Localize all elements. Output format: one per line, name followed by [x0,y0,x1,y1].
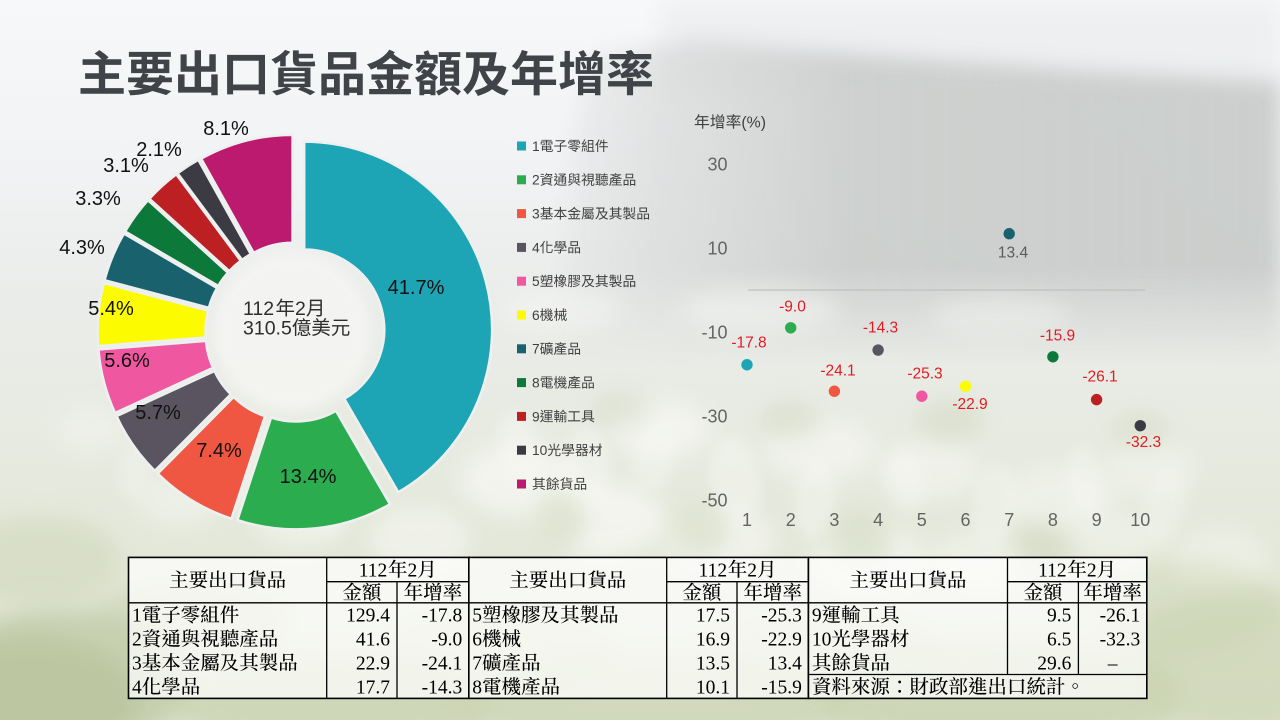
svg-text:13.4: 13.4 [998,244,1029,261]
svg-text:-14.3: -14.3 [863,319,898,336]
svg-text:-25.3: -25.3 [907,365,942,382]
svg-text:4: 4 [873,510,883,530]
svg-text:7: 7 [472,654,482,675]
svg-text:41.7%: 41.7% [388,277,445,299]
svg-text:-22.9: -22.9 [761,630,802,651]
svg-text:2: 2 [532,173,540,188]
svg-text:-50: -50 [701,490,727,510]
svg-text:2: 2 [295,298,306,320]
svg-text:129.4: 129.4 [346,606,390,627]
svg-text:3.3%: 3.3% [75,188,121,210]
svg-text:-30: -30 [701,406,727,426]
svg-text:9: 9 [532,409,540,424]
svg-text:10: 10 [1130,510,1150,530]
svg-text:-26.1: -26.1 [1100,606,1141,627]
svg-text:10.1: 10.1 [696,677,730,698]
svg-text:9: 9 [812,606,822,627]
svg-text:-10: -10 [701,322,727,342]
svg-text:30: 30 [707,154,727,174]
svg-text:2.1%: 2.1% [136,139,182,161]
svg-text:3: 3 [829,510,839,530]
svg-text:22.9: 22.9 [356,654,390,675]
svg-text:10: 10 [532,443,548,458]
svg-text:-14.3: -14.3 [422,677,463,698]
svg-text:8: 8 [1048,510,1058,530]
svg-text:-22.9: -22.9 [952,396,987,413]
svg-text:16.9: 16.9 [696,630,730,651]
svg-text:2: 2 [1087,560,1097,581]
svg-text:5: 5 [532,274,540,289]
svg-text:5.4%: 5.4% [88,298,134,320]
svg-text:2: 2 [132,630,142,651]
svg-text:8: 8 [532,376,540,391]
svg-text:2: 2 [747,560,757,581]
svg-text:17.7: 17.7 [356,677,390,698]
svg-text:-25.3: -25.3 [761,606,802,627]
svg-text:5: 5 [472,606,482,627]
svg-text:112: 112 [1038,560,1067,581]
svg-text:-24.1: -24.1 [422,654,463,675]
svg-text:3.1%: 3.1% [103,155,149,177]
svg-text:112: 112 [243,298,274,320]
svg-text:3: 3 [132,654,142,675]
svg-text:-9.0: -9.0 [779,298,806,315]
svg-text:-15.9: -15.9 [761,677,802,698]
svg-text:112: 112 [699,560,728,581]
svg-text:5: 5 [917,510,927,530]
svg-text:13.5: 13.5 [696,654,730,675]
svg-text:5.6%: 5.6% [104,350,150,372]
svg-text:8.1%: 8.1% [203,118,249,140]
svg-text:10: 10 [812,630,832,651]
svg-text:1: 1 [742,510,752,530]
svg-text:2: 2 [408,560,418,581]
svg-text:3: 3 [532,207,540,222]
svg-text:6.5: 6.5 [1047,630,1071,651]
svg-text:-32.3: -32.3 [1100,630,1141,651]
svg-text:–: – [1107,654,1118,675]
svg-text:10: 10 [707,238,727,258]
svg-text:9: 9 [1092,510,1102,530]
svg-text:-24.1: -24.1 [820,362,855,379]
svg-text:310.5: 310.5 [243,318,292,340]
svg-text:7.4%: 7.4% [196,440,242,462]
svg-text:(%): (%) [741,115,766,132]
svg-text:-17.8: -17.8 [422,606,463,627]
svg-text:17.5: 17.5 [696,606,730,627]
svg-text:-15.9: -15.9 [1040,327,1075,344]
svg-text:-26.1: -26.1 [1082,368,1117,385]
svg-text:29.6: 29.6 [1037,654,1071,675]
svg-text:7: 7 [532,342,540,357]
svg-text:13.4: 13.4 [768,654,802,675]
svg-text:2: 2 [786,510,796,530]
svg-text:-32.3: -32.3 [1126,434,1161,451]
svg-text:8: 8 [472,677,482,698]
svg-text:4: 4 [532,240,540,255]
svg-text:6: 6 [472,630,482,651]
svg-text:6: 6 [532,308,540,323]
svg-text:-17.8: -17.8 [731,334,766,351]
svg-text:4.3%: 4.3% [59,237,105,259]
svg-text:1: 1 [132,606,142,627]
svg-text:-9.0: -9.0 [431,630,462,651]
svg-text:7: 7 [1004,510,1014,530]
svg-text:41.6: 41.6 [356,630,390,651]
svg-text:1: 1 [532,139,540,154]
svg-text:4: 4 [132,677,142,698]
svg-text:9.5: 9.5 [1047,606,1071,627]
svg-text:5.7%: 5.7% [135,402,181,424]
svg-text:112: 112 [359,560,388,581]
svg-text:13.4%: 13.4% [280,466,337,488]
svg-text:6: 6 [960,510,970,530]
